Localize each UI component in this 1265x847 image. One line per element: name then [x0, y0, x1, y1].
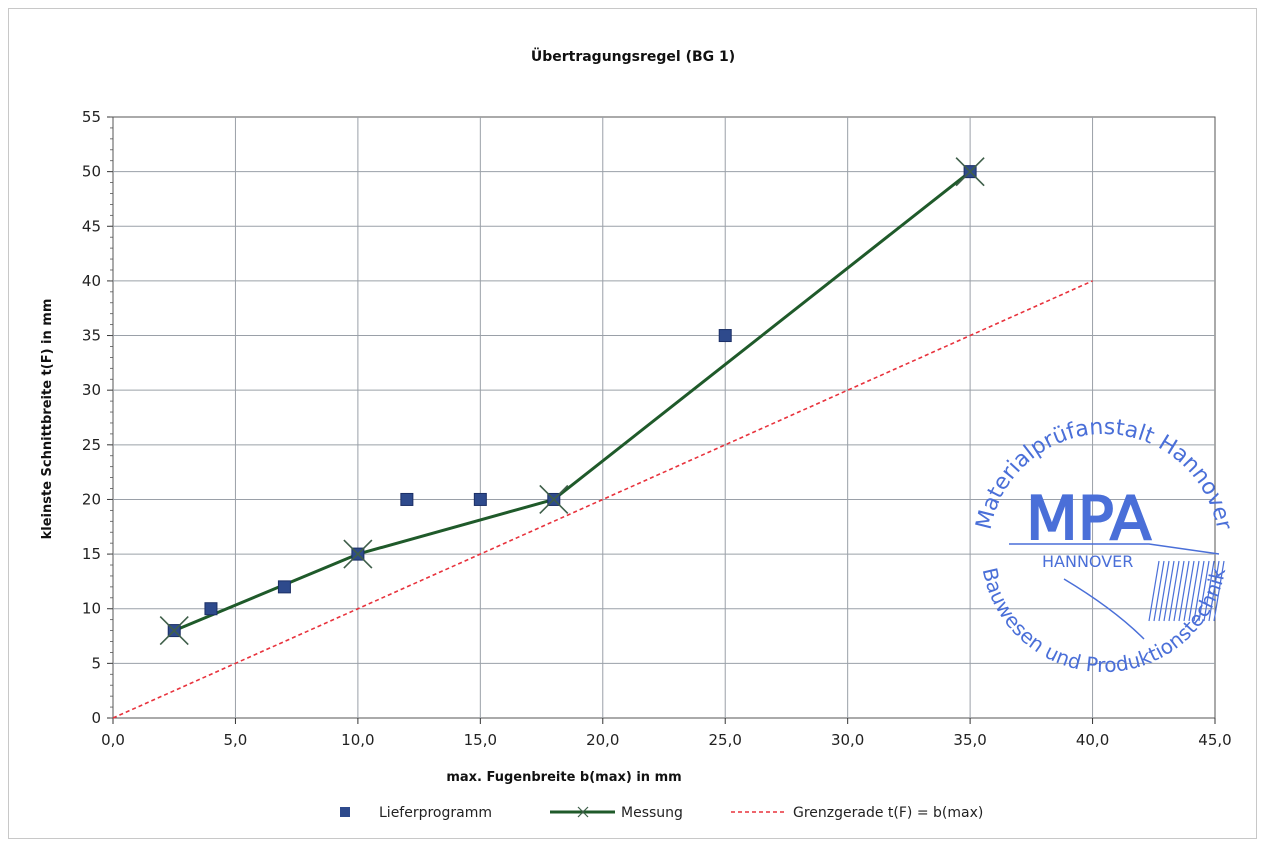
- legend-label-grenzgerade: Grenzgerade t(F) = b(max): [793, 805, 983, 821]
- lieferprogramm-point: [400, 492, 414, 506]
- axes: [107, 116, 1216, 724]
- x-tick-label: 0,0: [101, 731, 125, 749]
- lieferprogramm-point: [204, 602, 218, 616]
- x-tick-label: 10,0: [341, 731, 374, 749]
- grid: [112, 116, 1216, 719]
- legend-label-messung: Messung: [621, 805, 683, 821]
- x-tick-label: 25,0: [709, 731, 742, 749]
- grenzgerade-line: [112, 280, 1093, 719]
- legend: Lieferprogramm Messung Grenzgerade t(F) = …: [340, 805, 983, 821]
- y-axis-title: kleinste Schnittbreite t(F) in mm: [40, 299, 55, 540]
- y-tick-label: 0: [91, 709, 101, 727]
- y-tick-label: 45: [82, 217, 101, 235]
- messung-line: [173, 170, 972, 632]
- messung-point: [955, 157, 985, 187]
- x-tick-label: 15,0: [464, 731, 497, 749]
- legend-item-messung: Messung: [550, 805, 683, 821]
- x-tick-labels: 0,0 5,0 10,0 15,0 20,0 25,0 30,0 35,0 40,0 45,0: [101, 731, 1232, 749]
- legend-label-lieferprogramm: Lieferprogramm: [379, 805, 492, 821]
- x-axis-title: max. Fugenbreite b(max) in mm: [446, 770, 681, 785]
- stamp-line: [1009, 543, 1220, 555]
- x-tick-label: 35,0: [953, 731, 986, 749]
- messung-point: [343, 539, 373, 569]
- y-tick-label: 50: [82, 163, 101, 181]
- stamp-hatch: [1148, 560, 1225, 622]
- series: [112, 157, 1093, 719]
- y-tick-label: 30: [82, 381, 101, 399]
- y-tick-labels: 0 5 10 15 20 25 30 35 40 45 50 55: [82, 108, 101, 727]
- y-tick-label: 25: [82, 436, 101, 454]
- stamp-city: HANNOVER: [1042, 552, 1133, 571]
- chart-frame: Übertragungsregel (BG 1) max. Fugenbreit…: [8, 8, 1257, 839]
- y-tick-label: 35: [82, 327, 101, 345]
- lieferprogramm-point: [473, 492, 487, 506]
- legend-marker-lieferprogramm: [340, 807, 350, 817]
- chart-canvas: Übertragungsregel (BG 1) max. Fugenbreit…: [40, 47, 1236, 821]
- x-tick-label: 20,0: [586, 731, 619, 749]
- messung-point: [159, 616, 189, 646]
- y-tick-label: 40: [82, 272, 101, 290]
- x-tick-label: 5,0: [224, 731, 248, 749]
- y-tick-label: 15: [82, 545, 101, 563]
- stamp-curve: [1063, 578, 1145, 640]
- x-tick-label: 40,0: [1076, 731, 1109, 749]
- stamp-logo: MPA: [1026, 484, 1151, 554]
- x-tick-label: 45,0: [1198, 731, 1231, 749]
- x-tick-label: 30,0: [831, 731, 864, 749]
- legend-item-lieferprogramm: Lieferprogramm: [340, 805, 492, 821]
- y-tick-label: 20: [82, 490, 101, 508]
- y-tick-label: 5: [91, 654, 101, 672]
- chart-title: Übertragungsregel (BG 1): [531, 47, 735, 65]
- lieferprogramm-point: [718, 329, 732, 343]
- legend-item-grenzgerade: Grenzgerade t(F) = b(max): [731, 805, 983, 821]
- y-tick-label: 10: [82, 600, 101, 618]
- lieferprogramm-point: [277, 580, 291, 594]
- y-tick-label: 55: [82, 108, 101, 126]
- messung-point: [539, 484, 569, 515]
- plot-area: [112, 116, 1216, 719]
